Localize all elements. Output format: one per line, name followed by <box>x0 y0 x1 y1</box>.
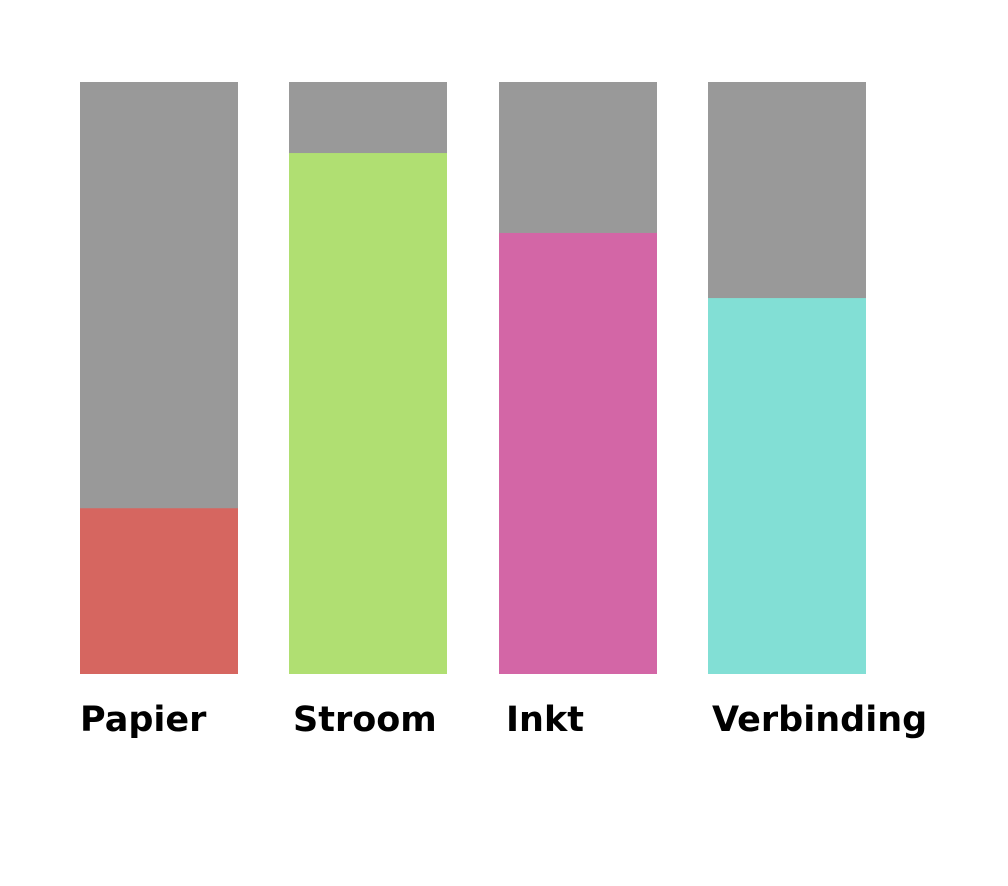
bar-label-stroom: Stroom <box>293 700 437 740</box>
bar-papier <box>80 508 238 674</box>
category-labels: Papier Stroom Inkt Verbinding <box>80 700 927 740</box>
bars-layer <box>80 82 866 675</box>
bar-label-verbinding: Verbinding <box>712 700 927 740</box>
bar-inkt <box>499 232 657 674</box>
bar-stroom <box>289 153 447 675</box>
bar-label-inkt: Inkt <box>506 700 584 740</box>
bar-verbinding <box>708 298 866 674</box>
bar-label-papier: Papier <box>80 700 207 740</box>
